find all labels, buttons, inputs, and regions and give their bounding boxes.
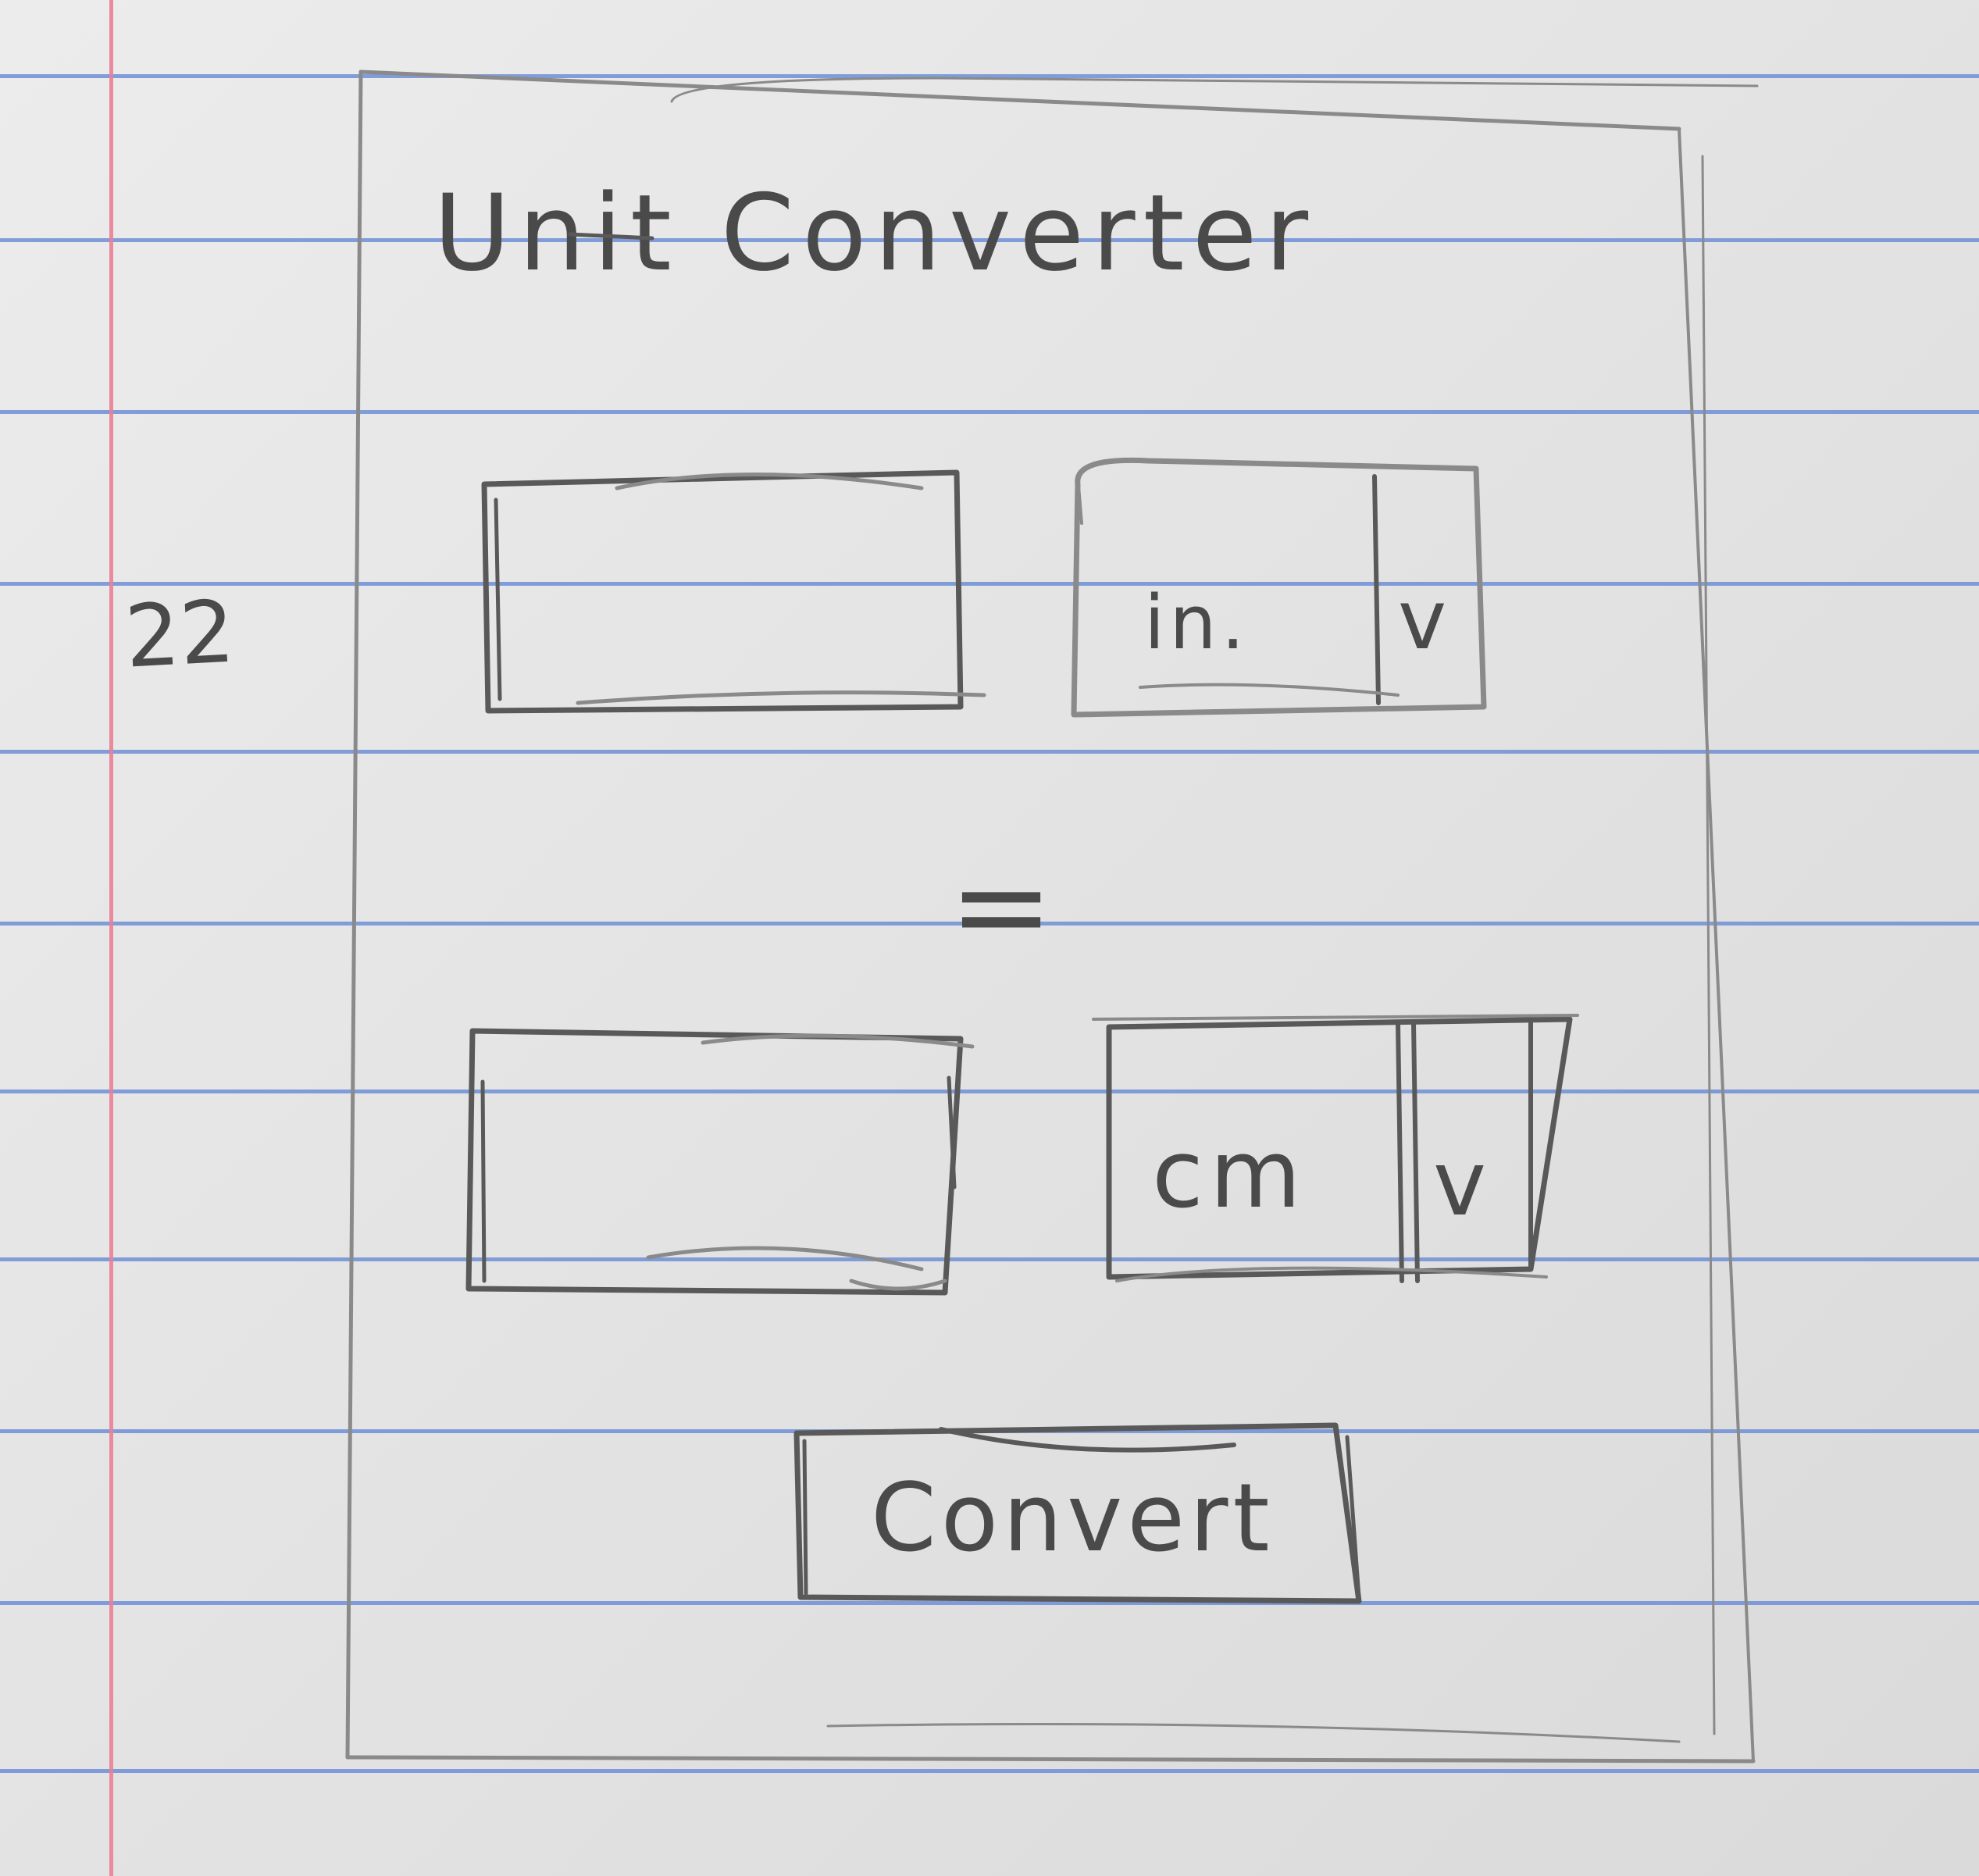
paper-rule-line xyxy=(0,582,1979,586)
to-unit-label: cm xyxy=(1152,1121,1307,1229)
app-title: Unit Converter xyxy=(433,172,1316,294)
to-value-input[interactable] xyxy=(465,1028,975,1296)
chevron-down-icon[interactable]: v xyxy=(1433,1132,1486,1236)
paper-rule-line xyxy=(0,238,1979,242)
paper-rule-line xyxy=(0,750,1979,754)
margin-note: 22 xyxy=(123,581,237,687)
convert-button[interactable]: Convert xyxy=(793,1422,1362,1604)
paper-rule-line xyxy=(0,1090,1979,1093)
from-unit-select[interactable]: in. v xyxy=(1071,457,1487,718)
paper-rule-line xyxy=(0,74,1979,78)
to-unit-select[interactable]: cm v xyxy=(1092,1014,1579,1283)
from-value-input[interactable] xyxy=(481,469,986,714)
paper-rule-line xyxy=(0,922,1979,926)
paper-rule-line xyxy=(0,1601,1979,1605)
paper-rule-line xyxy=(0,410,1979,414)
convert-button-label: Convert xyxy=(871,1464,1275,1573)
paper-rule-line xyxy=(0,1769,1979,1773)
equals-sign: = xyxy=(949,833,1054,979)
from-unit-label: in. xyxy=(1144,580,1250,666)
chevron-down-icon[interactable]: v xyxy=(1398,572,1446,668)
paper-margin-line xyxy=(109,0,113,1876)
paper-rule-line xyxy=(0,1257,1979,1261)
title-crossbar-stroke xyxy=(568,232,654,241)
app-window-frame xyxy=(345,70,1759,1764)
